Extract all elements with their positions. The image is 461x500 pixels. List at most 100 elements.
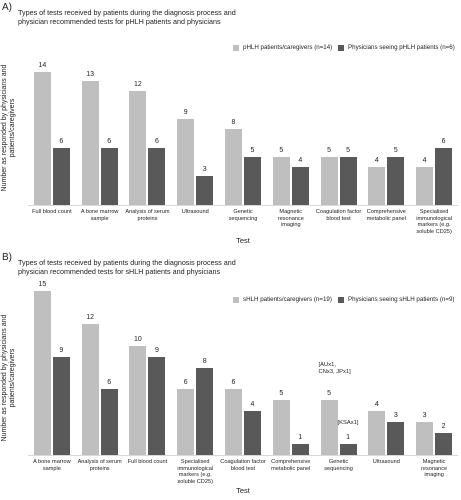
x-tick-label: Analysis of serum proteins	[77, 459, 122, 472]
x-tick-label: Analysis of serum proteins	[125, 209, 170, 222]
data-label: 5	[346, 147, 350, 155]
bar	[81, 323, 99, 455]
data-label: 9	[59, 346, 64, 354]
y-axis-label: Number as responded by physicians and pa…	[1, 64, 16, 192]
data-label: 1	[346, 434, 350, 442]
data-label: 8	[231, 118, 236, 126]
bar	[339, 157, 357, 205]
bar	[81, 81, 99, 205]
legend-label: pHLH patients/caregivers (n=14)	[243, 44, 333, 51]
x-tick-label: Coagulation factor blood test	[220, 459, 266, 472]
legend-label: sHLH patients/caregivers (n=19)	[243, 296, 332, 303]
legend-label: Physicians seeing sHLH patients (n=9)	[348, 296, 455, 303]
annotation: [KSAx1]	[337, 420, 359, 427]
bar	[320, 157, 338, 205]
x-axis-line	[28, 205, 458, 206]
bar	[272, 157, 290, 205]
data-label: 6	[183, 379, 188, 387]
chart-title: Types of tests received by patients duri…	[18, 8, 236, 26]
bar	[33, 290, 51, 455]
bar	[368, 166, 386, 205]
legend-swatch	[233, 296, 239, 303]
bar	[291, 166, 309, 205]
bar	[291, 444, 309, 455]
bar	[129, 345, 147, 455]
data-label: 6	[107, 379, 112, 387]
bar	[387, 422, 405, 455]
data-label: 4	[374, 156, 379, 164]
data-label: 14	[38, 61, 47, 69]
bar	[435, 433, 453, 455]
bar	[100, 147, 118, 205]
data-label: 15	[38, 280, 47, 288]
data-label: 9	[183, 109, 188, 117]
x-tick-label: Full blood count	[32, 209, 72, 215]
data-label: 3	[422, 412, 427, 420]
x-tick-label: Comprehensive metabolic panel	[271, 459, 311, 472]
bar	[244, 411, 261, 455]
bar	[416, 166, 434, 205]
x-tick-label: Full blood count	[127, 459, 168, 465]
bar	[148, 147, 166, 205]
y-axis-label: Number as responded by physicians and pa…	[1, 314, 16, 442]
data-label: 5	[279, 147, 284, 155]
bar	[196, 176, 214, 205]
data-label: 6	[441, 137, 446, 145]
data-label: 4	[298, 156, 303, 164]
data-label: 1	[298, 434, 303, 442]
bar	[129, 90, 147, 205]
x-tick-label: A bone marrow sample	[33, 459, 71, 472]
x-tick-label: Ultrasound	[181, 209, 209, 215]
legend-item: Physicians seeing sHLH patients (n=9)	[338, 296, 454, 303]
bar	[225, 128, 242, 205]
chart-panel: A) Types of tests received by patients du…	[1, 2, 458, 245]
bar	[52, 356, 70, 455]
data-label: 8	[202, 357, 207, 365]
data-label: 13	[86, 71, 95, 79]
data-label: 10	[134, 335, 142, 343]
panel-label: A)	[2, 2, 12, 13]
x-axis-label: Test	[236, 486, 250, 495]
data-label: 6	[231, 379, 236, 387]
chart-panel: B) Types of tests received by patients du…	[0, 250, 461, 500]
data-label: 3	[393, 412, 398, 420]
legend-swatch	[338, 44, 344, 51]
bar	[387, 157, 405, 205]
bar	[272, 400, 290, 455]
bar	[416, 422, 434, 455]
data-label: 6	[154, 137, 159, 145]
legend-swatch	[338, 296, 344, 303]
x-axis-label: Test	[236, 236, 250, 245]
x-tick-label: Genetic sequencing	[324, 459, 353, 472]
data-label: 3	[202, 166, 207, 174]
x-tick-label: Genetic sequencing	[228, 209, 258, 222]
bar	[368, 411, 386, 455]
data-label: 2	[441, 423, 446, 431]
chart-title: Types of tests received by patients duri…	[18, 258, 236, 276]
annotation: [AUx1, CNx3, JPx1]	[318, 362, 351, 376]
bar	[100, 389, 118, 455]
bar	[435, 147, 453, 205]
bar	[244, 157, 261, 205]
legend-item: pHLH patients/caregivers (n=14)	[233, 44, 332, 51]
data-label: 6	[107, 137, 112, 145]
x-tick-label: Specialised immunological markers (e.g. …	[177, 459, 214, 485]
bar	[148, 356, 166, 455]
data-label: 5	[327, 147, 331, 155]
data-label: 4	[250, 401, 255, 409]
bar	[339, 444, 357, 455]
x-axis-line	[28, 455, 458, 456]
x-tick-label: Comprehensive metabolic panel	[366, 209, 406, 222]
data-label: 12	[134, 80, 142, 88]
bar	[196, 367, 214, 455]
data-label: 12	[86, 313, 95, 321]
legend-label: Physicians seeing pHLH patients (n=6)	[348, 44, 455, 51]
x-tick-label: Magnetic resonance imaging	[421, 459, 448, 479]
data-label: 4	[422, 156, 427, 164]
data-label: 5	[327, 390, 331, 398]
legend-item: Physicians seeing pHLH patients (n=6)	[338, 44, 455, 51]
data-label: 5	[279, 390, 284, 398]
data-label: 6	[59, 137, 64, 145]
bar	[33, 71, 51, 205]
